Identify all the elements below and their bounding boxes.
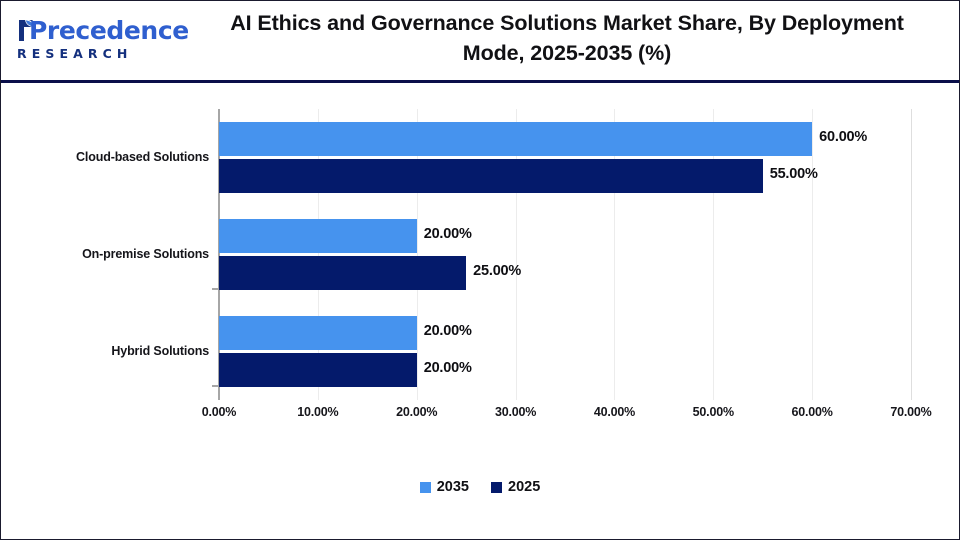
bar-value-label: 25.00% bbox=[473, 263, 522, 279]
legend-swatch-icon bbox=[491, 481, 502, 493]
gridline bbox=[713, 109, 715, 400]
legend-label: 2025 bbox=[508, 479, 541, 495]
page-title: AI Ethics and Governance Solutions Marke… bbox=[230, 11, 904, 65]
category-label: On-premise Solutions bbox=[82, 246, 209, 261]
bar-value-label: 60.00% bbox=[819, 129, 868, 145]
legend-label: 2035 bbox=[436, 479, 469, 495]
brand-subtitle: RESEARCH bbox=[17, 46, 133, 61]
bar-2035 bbox=[219, 219, 417, 253]
bar-series-group: 60.00% 55.00% 20.00% 25.00% 20.00% 20.00% bbox=[219, 109, 911, 400]
brand-name: Precedence bbox=[29, 16, 189, 45]
gridline bbox=[416, 109, 418, 400]
gridline bbox=[812, 109, 814, 400]
bar-value-label: 20.00% bbox=[423, 226, 472, 242]
legend-item[interactable]: 2035 bbox=[419, 479, 469, 495]
y-axis-line bbox=[218, 109, 220, 400]
category-label: Hybrid Solutions bbox=[111, 343, 209, 358]
bar-2025 bbox=[219, 353, 417, 387]
bar-2025 bbox=[219, 256, 467, 290]
y-tick-mark bbox=[212, 288, 219, 290]
bar-value-label: 20.00% bbox=[423, 360, 472, 376]
x-tick-label: 60.00% bbox=[791, 405, 833, 419]
x-tick-label: 70.00% bbox=[890, 405, 932, 419]
header: Precedence RESEARCH AI Ethics and Govern… bbox=[1, 1, 959, 83]
x-tick-label: 10.00% bbox=[297, 405, 339, 419]
gridline bbox=[614, 109, 616, 400]
y-tick-mark bbox=[212, 385, 219, 387]
x-tick-label: 0.00% bbox=[201, 405, 237, 419]
bar-2035 bbox=[219, 122, 813, 156]
precedence-leaf-icon bbox=[19, 19, 34, 41]
legend-item[interactable]: 2025 bbox=[491, 479, 540, 495]
bar-2025 bbox=[219, 159, 763, 193]
gridline bbox=[911, 109, 912, 400]
header-divider bbox=[1, 80, 959, 83]
gridline bbox=[317, 109, 319, 400]
chart-legend: 2035 2025 bbox=[1, 479, 959, 495]
bar-2035 bbox=[219, 316, 417, 350]
x-tick-label: 20.00% bbox=[396, 405, 438, 419]
gridline bbox=[515, 109, 517, 400]
y-axis-category-labels: Cloud-based Solutions On-premise Solution… bbox=[1, 109, 209, 400]
x-tick-label: 50.00% bbox=[692, 405, 734, 419]
bar-value-label: 20.00% bbox=[423, 323, 472, 339]
brand-logo: Precedence RESEARCH bbox=[13, 14, 189, 66]
category-label: Cloud-based Solutions bbox=[76, 149, 209, 164]
legend-swatch-icon bbox=[419, 481, 431, 493]
chart-plot-area: Cloud-based Solutions On-premise Solution… bbox=[1, 83, 959, 539]
bar-value-label: 55.00% bbox=[769, 166, 818, 182]
x-tick-label: 40.00% bbox=[593, 405, 636, 419]
x-tick-label: 30.00% bbox=[494, 405, 537, 419]
